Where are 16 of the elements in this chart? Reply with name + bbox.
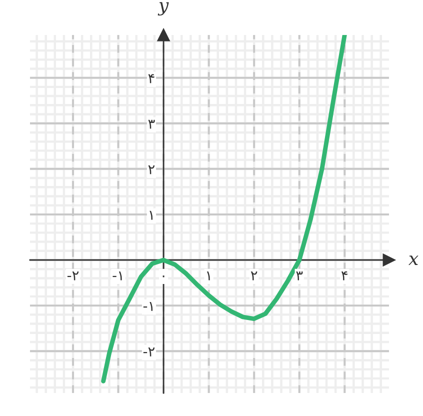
y-tick-label: ۱	[150, 210, 153, 220]
y-tick-label: ۴	[148, 74, 154, 84]
y-tick-label: -۲	[143, 348, 155, 356]
x-tick-label: ۳	[296, 271, 303, 280]
x-tick-label: ۴	[341, 271, 348, 280]
x-tick-label: -۲	[67, 271, 79, 280]
y-axis-title: y	[158, 2, 169, 16]
y-tick-label: ۲	[148, 165, 155, 174]
x-axis-title: x	[408, 256, 418, 265]
x-tick-label: ۱	[206, 271, 210, 280]
x-tick-label: -۱	[112, 271, 122, 280]
y-tick-label: -۱	[143, 302, 153, 311]
x-tick-label: ۲	[250, 271, 258, 280]
y-tick-label: ۳	[148, 120, 155, 129]
line-series	[101, 35, 347, 384]
x-tick-label: ۰	[162, 276, 164, 278]
